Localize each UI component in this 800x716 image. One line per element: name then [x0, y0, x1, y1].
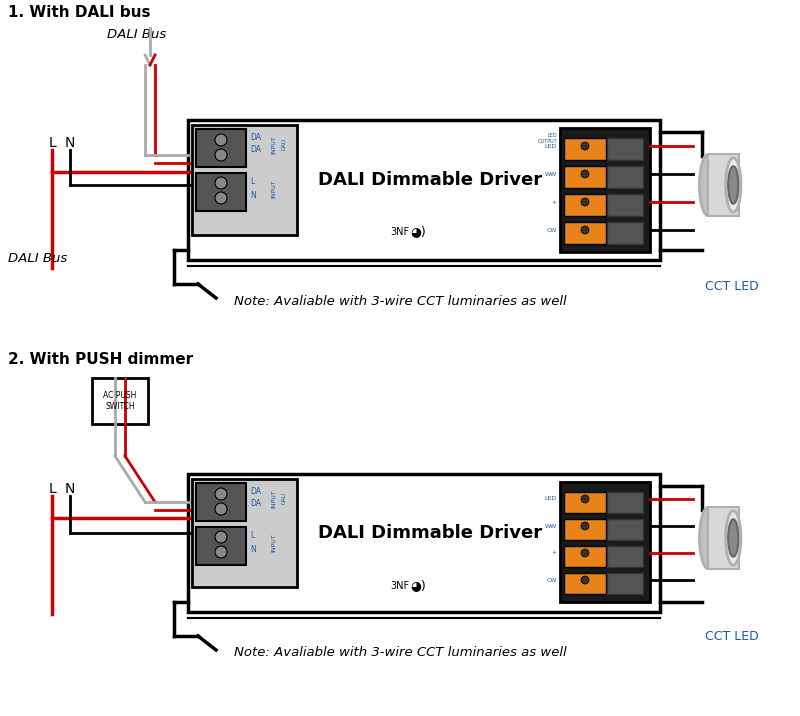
- Circle shape: [581, 522, 589, 530]
- Circle shape: [215, 134, 227, 146]
- Bar: [560, 482, 650, 602]
- Ellipse shape: [726, 511, 741, 565]
- Text: DA: DA: [250, 133, 261, 142]
- Circle shape: [581, 549, 589, 557]
- Circle shape: [215, 149, 227, 161]
- Text: Note: Avaliable with 3-wire CCT luminaries as well: Note: Avaliable with 3-wire CCT luminari…: [234, 295, 566, 308]
- Bar: [196, 527, 246, 565]
- Circle shape: [215, 177, 227, 189]
- Bar: [607, 519, 643, 540]
- Ellipse shape: [726, 158, 741, 212]
- Text: 3ΝF: 3ΝF: [390, 227, 409, 237]
- Ellipse shape: [699, 155, 717, 216]
- Text: CW: CW: [546, 228, 557, 233]
- Text: CCT LED: CCT LED: [705, 280, 759, 293]
- Circle shape: [581, 576, 589, 584]
- Bar: [192, 125, 297, 235]
- Bar: [564, 138, 606, 160]
- Text: L: L: [250, 178, 254, 186]
- Text: +: +: [552, 551, 557, 556]
- Bar: [607, 546, 643, 567]
- Bar: [564, 573, 606, 594]
- Text: DALI Bus: DALI Bus: [107, 28, 166, 41]
- Bar: [607, 138, 643, 160]
- Bar: [92, 378, 148, 424]
- Bar: [196, 483, 246, 521]
- Text: DA: DA: [250, 488, 261, 496]
- Text: CCT LED: CCT LED: [705, 630, 759, 643]
- Circle shape: [215, 192, 227, 204]
- Ellipse shape: [699, 508, 717, 569]
- Bar: [564, 546, 606, 567]
- Text: L: L: [48, 136, 56, 150]
- Text: INPUT: INPUT: [271, 533, 277, 552]
- Circle shape: [215, 546, 227, 558]
- Bar: [196, 173, 246, 211]
- Text: LED: LED: [545, 143, 557, 148]
- Text: Note: Avaliable with 3-wire CCT luminaries as well: Note: Avaliable with 3-wire CCT luminari…: [234, 646, 566, 659]
- Text: N: N: [250, 190, 256, 200]
- Text: ◕): ◕): [410, 579, 426, 593]
- Text: AC PUSH
SWITCH: AC PUSH SWITCH: [103, 392, 137, 411]
- Text: INPUT: INPUT: [271, 136, 277, 155]
- Text: DALI Dimmable Driver: DALI Dimmable Driver: [318, 171, 542, 189]
- Text: INPUT: INPUT: [271, 490, 277, 508]
- Bar: [564, 222, 606, 244]
- Text: N: N: [250, 544, 256, 553]
- Bar: [607, 573, 643, 594]
- Text: INPUT: INPUT: [271, 180, 277, 198]
- Bar: [196, 129, 246, 167]
- Text: LED: LED: [545, 496, 557, 501]
- Bar: [560, 128, 650, 252]
- Circle shape: [215, 503, 227, 515]
- Bar: [192, 479, 297, 587]
- Bar: [564, 194, 606, 216]
- Bar: [564, 519, 606, 540]
- Ellipse shape: [728, 519, 738, 557]
- Circle shape: [215, 531, 227, 543]
- Ellipse shape: [728, 166, 738, 203]
- Text: N: N: [65, 482, 75, 496]
- Bar: [607, 194, 643, 216]
- Text: 2. With PUSH dimmer: 2. With PUSH dimmer: [8, 352, 193, 367]
- Bar: [564, 492, 606, 513]
- Text: N: N: [65, 136, 75, 150]
- Text: DA: DA: [250, 145, 261, 155]
- Text: +: +: [552, 200, 557, 205]
- Text: DALI Bus: DALI Bus: [8, 252, 67, 265]
- Bar: [564, 166, 606, 188]
- Text: CW: CW: [546, 578, 557, 583]
- Circle shape: [581, 226, 589, 234]
- Text: 1. With DALI bus: 1. With DALI bus: [8, 5, 150, 20]
- Circle shape: [581, 142, 589, 150]
- Text: WW: WW: [545, 523, 557, 528]
- Text: DALI: DALI: [282, 492, 286, 504]
- Circle shape: [581, 170, 589, 178]
- Bar: [188, 120, 660, 260]
- Bar: [607, 492, 643, 513]
- Text: L: L: [48, 482, 56, 496]
- Circle shape: [581, 495, 589, 503]
- Bar: [708, 155, 738, 216]
- Bar: [708, 508, 738, 569]
- Text: 3ΝF: 3ΝF: [390, 581, 409, 591]
- Text: WW: WW: [545, 172, 557, 177]
- Text: DALI Dimmable Driver: DALI Dimmable Driver: [318, 524, 542, 542]
- Circle shape: [581, 198, 589, 206]
- Bar: [188, 474, 660, 612]
- Bar: [607, 222, 643, 244]
- Text: ◕): ◕): [410, 226, 426, 238]
- Text: DA: DA: [250, 500, 261, 508]
- Text: DALI: DALI: [282, 137, 286, 150]
- Text: LED
OUTPUT: LED OUTPUT: [538, 133, 557, 144]
- Bar: [607, 166, 643, 188]
- Circle shape: [215, 488, 227, 500]
- Text: L: L: [250, 531, 254, 541]
